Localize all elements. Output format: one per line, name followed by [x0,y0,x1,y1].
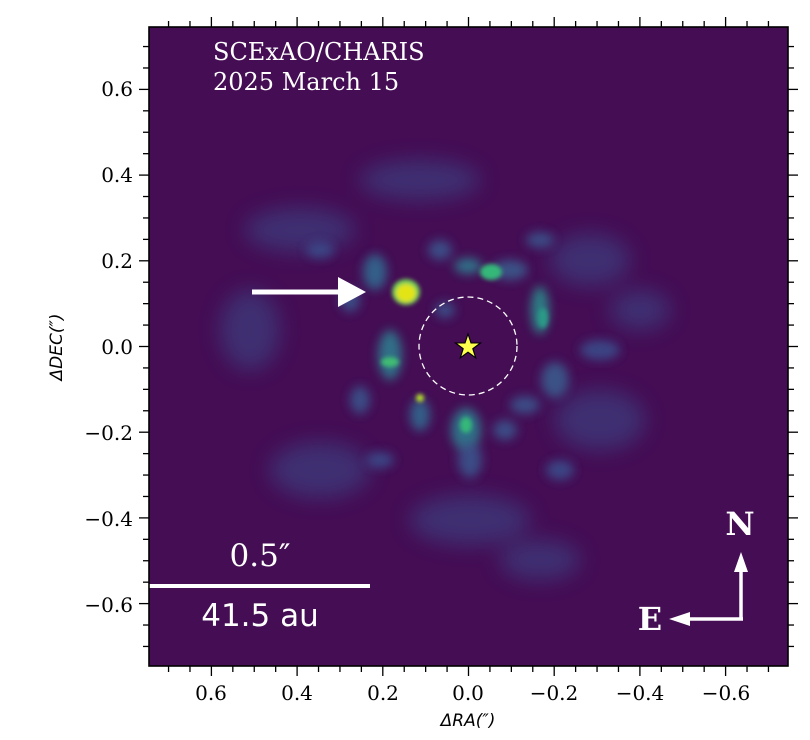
y-axis-label: ΔDEC(″) [47,314,67,383]
y-axis-tick-labels: 0.6 0.4 0.2 0.0 −0.2 −0.4 −0.6 [84,77,133,617]
axis-ticks [139,17,798,676]
compass: N E [638,505,755,638]
x-tick-label: 0.0 [452,681,484,705]
y-tick-label: 0.2 [101,249,133,273]
y-tick-label: −0.2 [84,421,133,445]
north-arrow-icon [734,552,748,572]
y-tick-label: 0.0 [101,335,133,359]
star-marker-icon [453,332,483,360]
x-axis-label: ΔRA(″) [439,711,496,731]
date-label: 2025 March 15 [213,68,399,96]
speckle-image [220,160,670,580]
y-tick-label: 0.6 [101,77,133,101]
scale-bar-line [149,584,370,588]
y-tick-label: 0.4 [101,163,133,187]
y-tick-label: −0.4 [84,507,133,531]
scale-bar-physical-label: 41.5 au [201,598,319,634]
y-tick-label: −0.6 [84,593,133,617]
inner-mask-circle [418,296,518,396]
instrument-label: SCExAO/CHARIS [213,38,425,66]
scale-bar-angular-label: 0.5″ [230,538,291,574]
x-axis-tick-labels: 0.6 0.4 0.2 0.0 −0.2 −0.4 −0.6 [195,681,750,705]
scale-bar: 0.5″ 41.5 au [149,538,370,634]
x-tick-label: 0.4 [281,681,313,705]
companion-arrow-icon [252,277,366,307]
x-tick-label: 0.6 [195,681,227,705]
x-tick-label: −0.2 [530,681,579,705]
x-tick-label: 0.2 [367,681,399,705]
compass-east-label: E [638,600,662,638]
east-arrow-icon [669,612,690,626]
x-tick-label: −0.4 [616,681,665,705]
compass-north-label: N [725,505,754,543]
x-tick-label: −0.6 [702,681,751,705]
